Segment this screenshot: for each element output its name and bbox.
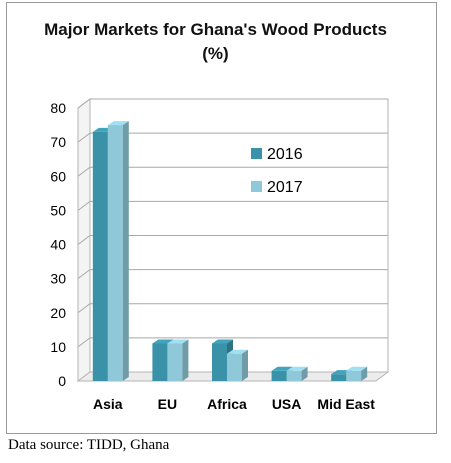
legend-label: 2016 [267,146,303,163]
x-tick-label: USA [272,396,302,412]
bar-side [301,366,308,381]
data-source-caption: Data source: TIDD, Ghana [8,437,170,453]
bar-front [271,370,287,381]
gridline [77,269,388,280]
bar-top [152,339,174,344]
gridline [77,337,388,348]
gridline [77,98,388,109]
legend: 2016 2017 [251,146,303,196]
bar-side [122,121,129,381]
bar-side [242,349,248,381]
bar-front [331,374,347,381]
y-tick-label: 70 [50,134,66,150]
x-tick-label: Mid East [317,396,375,412]
gridlines [77,98,388,348]
legend-label: 2017 [267,179,303,196]
bar-front [152,343,168,381]
chart-title: Major Markets for Ghana's Wood Products … [44,20,387,63]
x-tick-label: EU [158,396,177,412]
legend-swatch [251,181,262,192]
bar-front [212,343,227,381]
bar-top [271,366,293,371]
bar-front [286,370,302,381]
y-tick-label: 30 [50,271,66,287]
x-tick-label: Asia [93,396,123,412]
y-tick-label: 60 [50,168,66,184]
gridline [77,235,388,245]
bar-side [361,366,368,381]
y-tick-label: 20 [50,305,66,321]
legend-swatch [251,148,262,159]
y-tick-label: 50 [50,202,66,218]
y-tick-label: 10 [50,339,66,355]
bar-top [346,366,368,371]
bar [346,366,368,381]
x-tick-label: Africa [207,396,247,412]
bar-top [212,339,233,344]
bar-top [167,339,189,344]
gridline [77,200,388,211]
y-tick-label: 80 [50,100,66,116]
y-tick-label: 40 [50,237,66,253]
x-axis-labels: Asia EU Africa USA Mid East [93,396,375,412]
bar-front [107,125,123,381]
gridline [77,166,388,177]
gridline [77,303,388,314]
gridline [77,132,388,143]
bar [167,339,189,381]
bar-front [92,131,108,381]
bar [286,366,308,381]
bar [107,121,129,381]
bar-top [107,121,129,126]
y-tick-label: 0 [58,373,66,389]
bar [227,349,248,381]
bar-top [286,366,308,371]
y-axis-ticks: 0 10 20 30 40 50 60 70 80 [50,100,66,389]
bars [92,121,368,381]
bar-side [182,339,189,381]
bar-front [167,343,183,381]
bar-top [227,349,248,354]
bar-front [227,353,242,381]
bar-front [346,370,362,381]
